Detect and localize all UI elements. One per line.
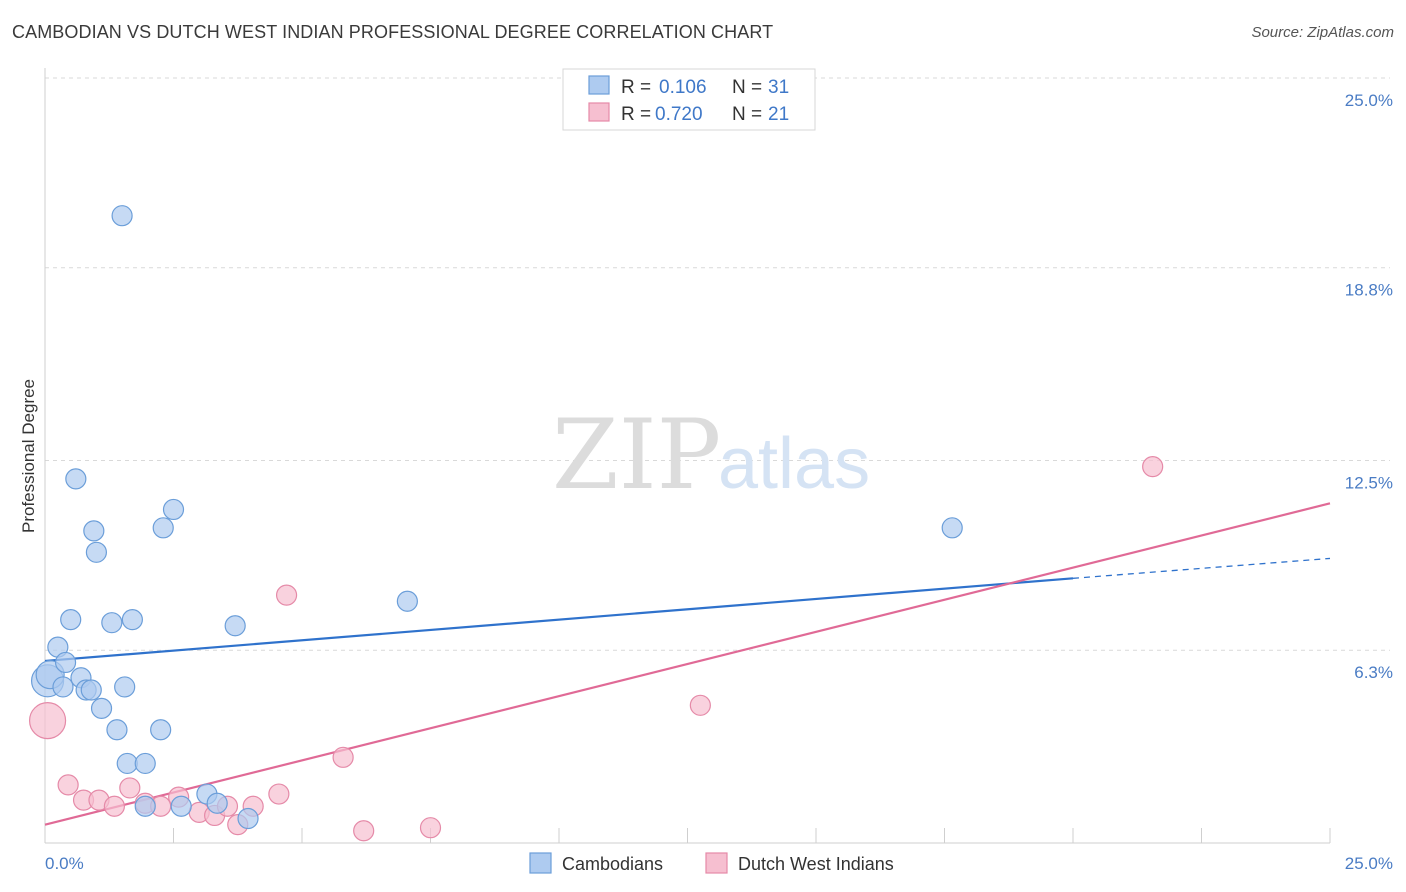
y-tick-label-3: 25.0% [1345,91,1393,110]
cambodians-point-19 [134,752,156,775]
y-tick-label-0: 6.3% [1354,663,1393,682]
cambodians-trend-extension [1072,557,1331,579]
cambodians-point-12 [90,697,113,719]
cambodians-point-28 [237,807,259,830]
watermark-zip: ZIP [552,399,721,511]
dutch-point-16 [332,746,354,768]
source-label: Source: ZipAtlas.com [1251,24,1394,41]
legend-r-value-2: 0.720 [655,104,703,125]
x-tick-label-1: 25.0% [1345,854,1393,873]
dutch-point-19 [689,694,711,716]
dutch-point-0 [28,701,67,740]
bottom-legend-dutch: Dutch West Indians [738,854,894,874]
cambodians-point-22 [152,517,174,539]
legend-n-label-2: N = [732,104,762,125]
dutch-point-5 [119,777,141,799]
chart-title: CAMBODIAN VS DUTCH WEST INDIAN PROFESSIO… [12,22,774,42]
dutch-point-14 [268,783,290,805]
cambodians-point-24 [170,795,192,817]
cambodians-point-20 [134,795,156,817]
watermark: ZIP atlas [552,399,870,511]
legend-r-value-1: 0.106 [659,77,707,98]
cambodians-point-11 [85,541,108,563]
legend: R = 0.106 N = 31 R = 0.720 N = 21 [562,68,816,131]
y-tick-label-1: 12.5% [1345,474,1393,493]
legend-swatch-cambodians [588,75,610,95]
cambodians-trend-line [44,577,1074,663]
cambodians-point-29 [396,590,418,612]
cambodians-point-10 [83,520,105,542]
tick-labels: 6.3% 12.5% 18.8% 25.0% 0.0% 25.0% [45,91,1393,873]
bottom-legend: Cambodians Dutch West Indians [529,852,894,874]
cambodians-point-6 [65,468,87,490]
y-tick-label-2: 18.8% [1345,281,1393,300]
legend-n-label-1: N = [732,77,762,98]
legend-r-label-1: R = [621,77,651,98]
data-points [28,205,1164,842]
legend-n-value-2: 21 [768,104,789,125]
bottom-legend-cambodians: Cambodians [562,854,663,874]
cambodians-point-26 [206,792,228,814]
bottom-legend-swatch-cambodians [529,852,552,874]
cambodians-point-9 [80,679,102,701]
legend-r-label-2: R = [621,104,651,125]
dutch-point-1 [57,774,79,796]
dutch-point-20 [1142,456,1164,478]
watermark-atlas: atlas [718,424,870,504]
legend-swatch-dutch [588,102,610,122]
cambodians-point-23 [162,498,185,521]
cambodians-point-5 [60,609,82,631]
grid [45,77,1390,651]
dutch-point-15 [275,584,298,606]
cambodians-point-17 [121,609,143,631]
cambodians-point-21 [150,719,172,741]
cambodians-point-18 [111,205,133,227]
y-axis-label: Professional Degree [19,379,38,533]
dutch-point-4 [103,795,125,817]
cambodians-point-30 [941,517,963,539]
cambodians-point-14 [106,719,128,741]
trend-lines [44,502,1331,826]
dutch-trend-line [44,502,1331,826]
cambodians-point-27 [224,615,246,637]
dutch-point-17 [353,820,375,842]
legend-n-value-1: 31 [768,77,789,98]
cambodians-point-16 [116,752,138,775]
cambodians-point-3 [52,676,74,698]
bottom-legend-swatch-dutch [705,852,728,874]
cambodians-point-13 [101,612,123,634]
x-tick-label-0: 0.0% [45,854,84,873]
dutch-point-18 [419,817,442,839]
cambodians-point-15 [114,676,136,698]
cambodians-point-4 [54,651,77,674]
